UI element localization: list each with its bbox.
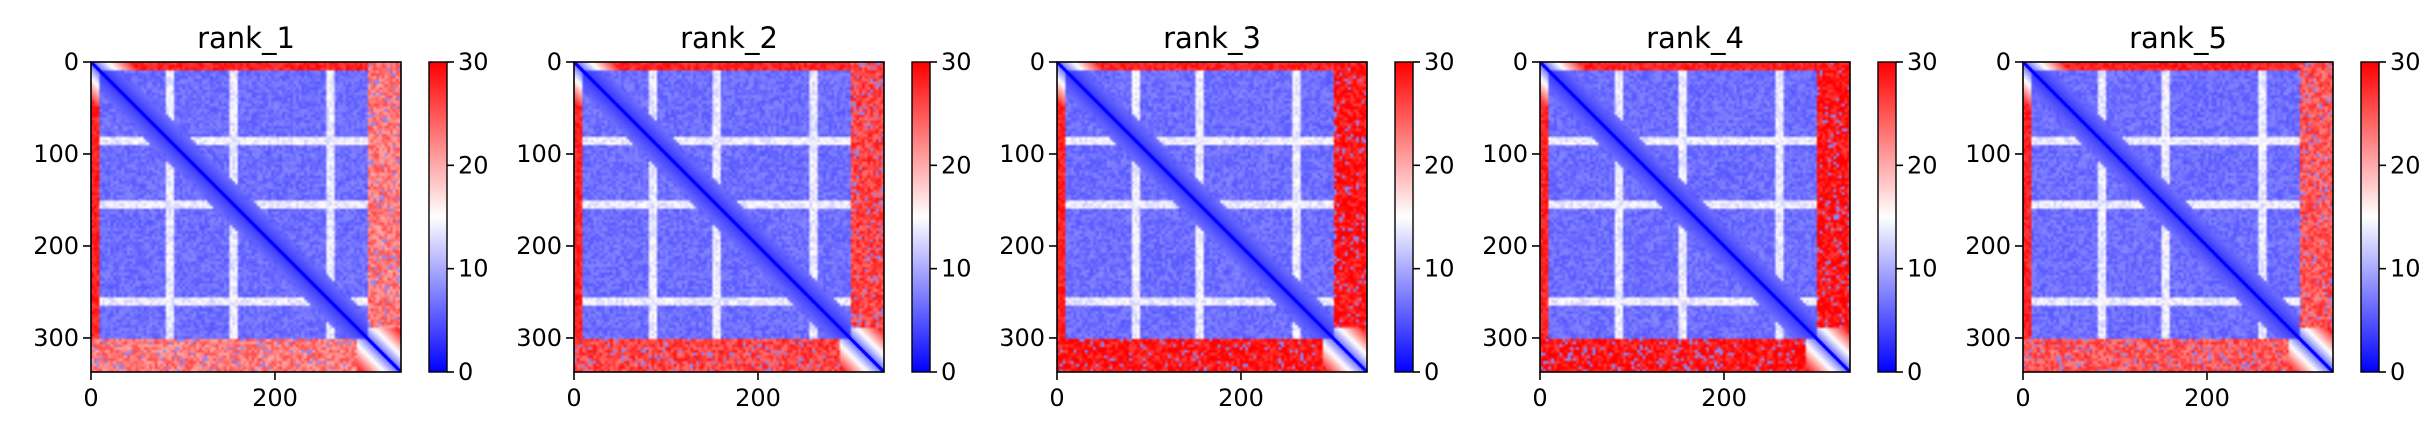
panel-title: rank_4 <box>1646 21 1744 55</box>
colorbar <box>1395 62 1413 372</box>
x-tick-label: 0 <box>1049 384 1064 412</box>
colorbar-tick-label: 30 <box>1424 48 1455 76</box>
colorbar-frame <box>1877 61 1897 373</box>
panel-4: rank_4 0 100 200 300 0 200 0 10 20 30 <box>1482 21 1937 412</box>
y-tick-label: 200 <box>1482 232 1528 260</box>
y-tick-label: 0 <box>1996 48 2011 76</box>
colorbar-tick-label: 30 <box>2390 48 2421 76</box>
colorbar-tick-label: 10 <box>941 255 972 283</box>
panel-3: rank_3 0 100 200 300 0 200 0 10 20 30 <box>999 21 1454 412</box>
colorbar-frame <box>2360 61 2380 373</box>
panel-title: rank_1 <box>197 21 295 55</box>
plot-frame <box>1056 61 1368 373</box>
colorbar-tick-label: 0 <box>458 358 473 386</box>
colorbar-frame <box>428 61 448 373</box>
panel-5: rank_5 0 100 200 300 0 200 0 10 20 30 <box>1965 21 2420 412</box>
y-tick-label: 100 <box>516 140 562 168</box>
x-tick-label: 200 <box>252 384 298 412</box>
colorbar <box>912 62 930 372</box>
diagonal-line <box>572 60 886 374</box>
colorbar-tick-label: 0 <box>941 358 956 386</box>
y-tick-label: 300 <box>33 324 79 352</box>
colorbar-tick-label: 20 <box>2390 151 2421 179</box>
y-tick-label: 100 <box>33 140 79 168</box>
panel-title: rank_5 <box>2129 21 2227 55</box>
y-tick-label: 0 <box>1513 48 1528 76</box>
x-tick-label: 0 <box>2015 384 2030 412</box>
y-tick-label: 0 <box>547 48 562 76</box>
panel-title: rank_3 <box>1163 21 1261 55</box>
y-tick-label: 200 <box>999 232 1045 260</box>
colorbar-tick-label: 10 <box>1424 255 1455 283</box>
y-tick-label: 200 <box>33 232 79 260</box>
colorbar <box>429 62 447 372</box>
colorbar-frame <box>911 61 931 373</box>
colorbar-tick-label: 0 <box>1424 358 1439 386</box>
x-tick-label: 200 <box>735 384 781 412</box>
x-tick-label: 200 <box>1701 384 1747 412</box>
diagonal-line <box>1538 60 1852 374</box>
colorbar-tick-label: 30 <box>458 48 489 76</box>
diagonal-line <box>1055 60 1369 374</box>
panel-1: rank_1 0 100 200 300 0 200 0 10 20 30 <box>33 21 488 412</box>
x-tick-label: 200 <box>1218 384 1264 412</box>
colorbar-tick-label: 20 <box>1424 151 1455 179</box>
diagonal-line <box>2021 60 2335 374</box>
y-tick-label: 300 <box>516 324 562 352</box>
y-tick-label: 0 <box>64 48 79 76</box>
colorbar <box>2361 62 2379 372</box>
colorbar-tick-label: 30 <box>1907 48 1938 76</box>
x-tick-label: 0 <box>1532 384 1547 412</box>
plot-frame <box>2022 61 2334 373</box>
plot-frame <box>90 61 402 373</box>
x-tick-label: 0 <box>83 384 98 412</box>
y-tick-label: 100 <box>1482 140 1528 168</box>
panel-2: rank_2 0 100 200 300 0 200 0 10 20 30 <box>516 21 971 412</box>
y-tick-label: 300 <box>999 324 1045 352</box>
colorbar-tick-label: 0 <box>1907 358 1922 386</box>
y-tick-label: 200 <box>1965 232 2011 260</box>
colorbar-tick-label: 20 <box>1907 151 1938 179</box>
colorbar-tick-label: 20 <box>458 151 489 179</box>
y-tick-label: 0 <box>1030 48 1045 76</box>
colorbar-tick-label: 10 <box>1907 255 1938 283</box>
diagonal-line <box>89 60 403 374</box>
y-tick-label: 200 <box>516 232 562 260</box>
plot-frame <box>1539 61 1851 373</box>
colorbar-tick-label: 30 <box>941 48 972 76</box>
y-tick-label: 300 <box>1965 324 2011 352</box>
colorbar <box>1878 62 1896 372</box>
plot-frame <box>573 61 885 373</box>
colorbar-frame <box>1394 61 1414 373</box>
x-tick-label: 0 <box>566 384 581 412</box>
colorbar-tick-label: 10 <box>458 255 489 283</box>
colorbar-tick-label: 10 <box>2390 255 2421 283</box>
x-tick-label: 200 <box>2184 384 2230 412</box>
panel-title: rank_2 <box>680 21 778 55</box>
y-tick-label: 100 <box>999 140 1045 168</box>
y-tick-label: 300 <box>1482 324 1528 352</box>
colorbar-tick-label: 20 <box>941 151 972 179</box>
colorbar-tick-label: 0 <box>2390 358 2405 386</box>
y-tick-label: 100 <box>1965 140 2011 168</box>
